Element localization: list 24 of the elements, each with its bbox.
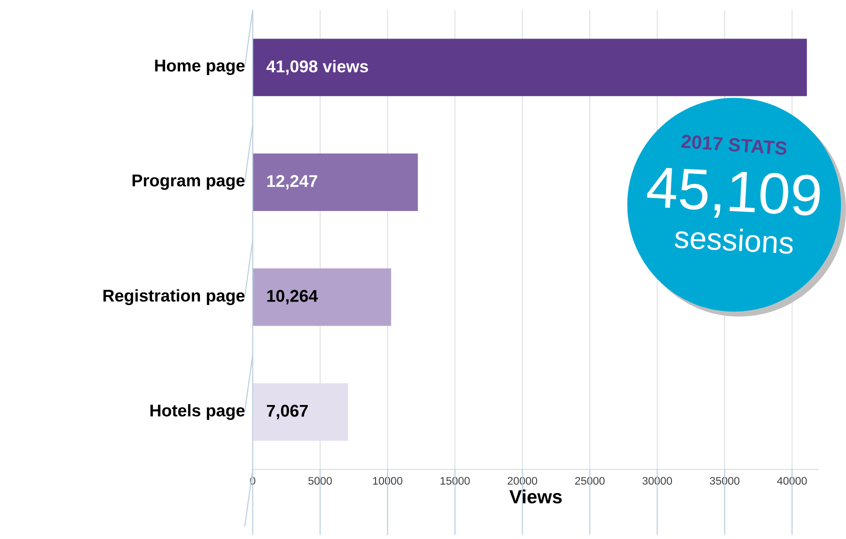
x-tick-label: 15000 — [440, 476, 470, 485]
y-tick-label: Program page — [132, 174, 245, 190]
annotation: 45,109 — [646, 168, 820, 218]
x-tick-label: 40000 — [777, 476, 807, 485]
x-tick-label: 10000 — [373, 476, 402, 485]
x-tick-label: 35000 — [710, 476, 740, 485]
annotation: 2017 STATS — [681, 134, 786, 155]
x-axis-title: Views — [509, 489, 562, 504]
bar — [252, 153, 418, 211]
data-label: 12,247 — [267, 174, 318, 190]
data-label: 10,264 — [267, 290, 318, 304]
bar — [252, 383, 348, 441]
x-tick-label: 25000 — [575, 476, 605, 485]
x-tick-label: 20000 — [508, 476, 538, 485]
data-label: 7,067 — [266, 404, 308, 420]
bar — [252, 38, 807, 96]
data-label: 41,098 views — [266, 60, 368, 75]
annotation: sessions — [674, 228, 793, 254]
x-tick-label: 5000 — [308, 476, 332, 485]
y-tick-label: Registration page — [103, 289, 245, 305]
y-tick-label: Hotels page — [150, 404, 245, 420]
bar — [252, 268, 392, 326]
y-tick-label: Home page — [155, 60, 245, 75]
x-tick-label: 30000 — [642, 476, 672, 485]
